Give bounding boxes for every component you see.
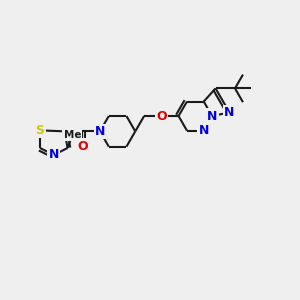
Text: O: O xyxy=(157,110,167,123)
Text: N: N xyxy=(224,106,235,119)
Text: N: N xyxy=(95,125,105,138)
Text: O: O xyxy=(77,140,88,153)
Text: N: N xyxy=(199,124,209,137)
Text: N: N xyxy=(49,148,59,161)
Text: Me: Me xyxy=(64,130,81,140)
Text: S: S xyxy=(36,124,45,137)
Text: N: N xyxy=(207,110,217,123)
